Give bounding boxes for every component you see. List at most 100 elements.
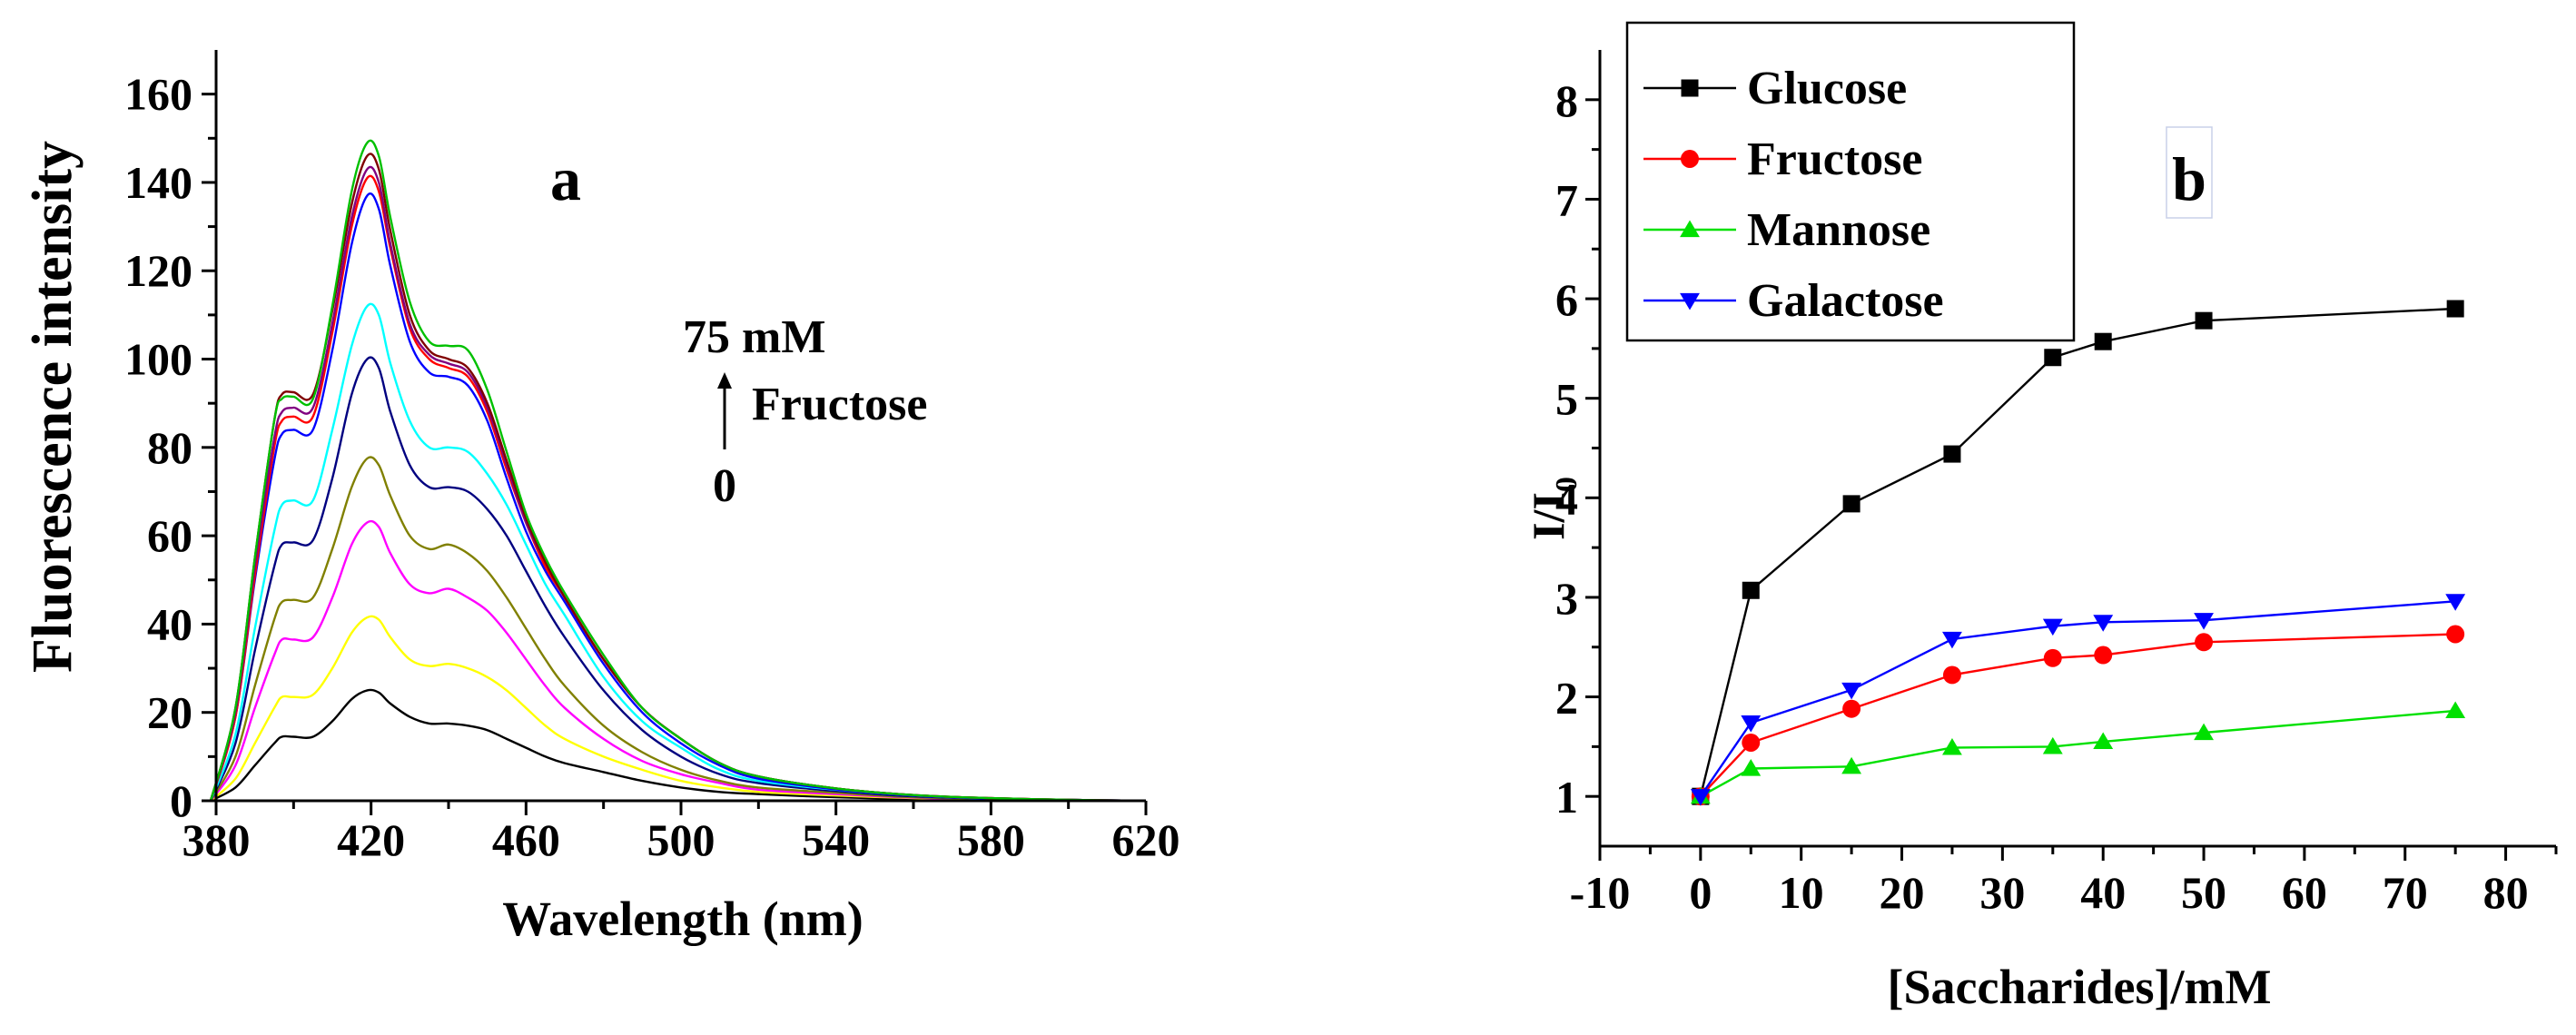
- increase-arrow-icon: [717, 372, 732, 449]
- point-glucose-40: [2094, 332, 2112, 350]
- panel-a-x-tick-label-580: 580: [957, 814, 1025, 865]
- panel-a-x-tick-label-420: 420: [337, 814, 405, 865]
- panel-b-x-tick-label-0: 0: [1689, 867, 1712, 918]
- panel-b-y-tick-label-4: 4: [1555, 473, 1578, 524]
- panel-b-x-tick-label-10: -10: [1570, 867, 1631, 918]
- panel-a-x-axis-label: Wavelength (nm): [502, 892, 864, 946]
- panel-b-x-tick-label-10: 10: [1779, 867, 1824, 918]
- panel-a-y-tick-label-140: 140: [124, 157, 192, 208]
- panel-b-y-tick-label-7: 7: [1555, 174, 1578, 225]
- spectrum-line-6: [209, 302, 1147, 803]
- point-glucose-25: [1943, 445, 1961, 463]
- spectrum-line-4: [209, 456, 1147, 803]
- point-fructose-50: [2195, 633, 2214, 652]
- point-mannose-40: [2093, 732, 2114, 749]
- point-mannose-15: [1841, 756, 1862, 774]
- panel-b-x-tick-label-60: 60: [2282, 867, 2327, 918]
- point-mannose-75: [2445, 701, 2466, 718]
- point-fructose-35: [2043, 648, 2062, 667]
- panel-a-y-tick-label-80: 80: [147, 422, 192, 473]
- legend-label-galactose: Galactose: [1747, 275, 1944, 327]
- point-galactose-25: [1942, 631, 1962, 649]
- series-line-glucose: [1699, 307, 2456, 797]
- point-galactose-15: [1841, 682, 1862, 700]
- panel-b-label: b: [2172, 144, 2206, 213]
- point-fructose-40: [2094, 646, 2113, 665]
- panel-a-x-tick-label-500: 500: [647, 814, 716, 865]
- panel-b-x-tick-label-20: 20: [1880, 867, 1925, 918]
- spectrum-line-7: [209, 192, 1147, 803]
- point-glucose-75: [2446, 300, 2464, 318]
- panel-a-axes: 380 420 460 500 540 580 620 0 20 40 60 80 100 120 140 1…: [124, 50, 1180, 865]
- point-galactose-50: [2194, 613, 2214, 630]
- panel-a-annotation-bottom: 0: [713, 460, 736, 512]
- point-fructose-75: [2446, 625, 2465, 644]
- panel-b-ratio: -10 0 10 20 30 40 50 60 70 80 1 2 3 4 5 6 7 8 b [Sacchari…: [1523, 21, 2558, 1014]
- panel-a-annotation-middle: Fructose: [752, 379, 927, 430]
- panel-a-x-tick-label-380: 380: [183, 814, 251, 865]
- point-fructose-15: [1842, 699, 1861, 718]
- panel-b-label-box: [2166, 126, 2213, 219]
- panel-b-y-tick-label-6: 6: [1555, 274, 1578, 325]
- legend-marker-galactose: [1680, 292, 1700, 310]
- point-galactose-0: [1690, 789, 1711, 806]
- panel-b-y-tick-label-3: 3: [1555, 573, 1578, 624]
- panel-a-y-tick-label-160: 160: [124, 69, 192, 120]
- panel-a-y-tick-label-40: 40: [147, 598, 192, 649]
- panel-a-spectra: 380 420 460 500 540 580 620 0 20 40 60 80 100 120 140 1…: [22, 50, 1180, 946]
- legend-entry-fructose: Fructose: [1643, 133, 1922, 185]
- panel-b-axes: -10 0 10 20 30 40 50 60 70 80 1 2 3 4 5 6 7 8: [1555, 50, 2558, 918]
- point-fructose-25: [1942, 665, 1961, 685]
- panel-b-y-tick-label-8: 8: [1555, 75, 1578, 126]
- panel-b-x-tick-label-30: 30: [1979, 867, 2025, 918]
- point-glucose-50: [2195, 311, 2213, 330]
- legend-box: [1625, 21, 2076, 342]
- point-galactose-35: [2042, 618, 2063, 636]
- panel-a-x-tick-label-460: 460: [492, 814, 560, 865]
- legend-entry-galactose: Galactose: [1643, 275, 1944, 327]
- panel-b-y-tick-label-5: 5: [1555, 374, 1578, 425]
- panel-b-x-tick-label-40: 40: [2080, 867, 2126, 918]
- spectrum-line-2: [210, 615, 1147, 803]
- panel-a-y-tick-label-0: 0: [170, 775, 192, 826]
- panel-b-x-tick-label-70: 70: [2383, 867, 2428, 918]
- panel-b-legend: Glucose Fructose Mannose Galactose: [1625, 21, 2076, 342]
- point-galactose-40: [2093, 615, 2114, 632]
- point-galactose-5: [1741, 715, 1762, 733]
- series-line-galactose: [1699, 600, 2456, 797]
- spectrum-line-11: [209, 139, 1147, 803]
- point-fructose-5: [1742, 734, 1761, 752]
- point-mannose-35: [2042, 736, 2063, 754]
- y-label-subscript: 0: [1550, 477, 1584, 492]
- legend-entry-glucose: Glucose: [1643, 63, 1907, 114]
- point-glucose-35: [2044, 349, 2062, 367]
- panel-b-x-tick-label-80: 80: [2483, 867, 2529, 918]
- panel-a-x-tick-label-620: 620: [1112, 814, 1180, 865]
- series-line-fructose: [1699, 633, 2456, 798]
- panel-b-series-group: [1690, 300, 2466, 806]
- spectrum-line-9: [209, 165, 1147, 803]
- legend-marker-glucose: [1681, 79, 1699, 97]
- spectrum-line-1: [210, 688, 1147, 803]
- panel-b-x-tick-label-50: 50: [2181, 867, 2226, 918]
- legend-marker-fructose: [1681, 150, 1699, 168]
- point-mannose-5: [1741, 759, 1762, 776]
- panel-a-annotation-top: 75 mM: [683, 311, 825, 363]
- panel-a-y-tick-label-120: 120: [124, 245, 192, 296]
- panel-a-series-group: [209, 139, 1147, 803]
- panel-a-y-tick-label-100: 100: [124, 334, 192, 385]
- point-galactose-75: [2445, 594, 2466, 611]
- panel-a-x-tick-label-540: 540: [802, 814, 870, 865]
- spectrum-line-3: [210, 519, 1147, 803]
- panel-a-label: a: [550, 144, 581, 213]
- legend-label-glucose: Glucose: [1747, 63, 1907, 114]
- panel-b-y-axis-label: I/I0: [1523, 477, 1584, 540]
- point-glucose-5: [1742, 581, 1760, 599]
- panel-a-y-axis-label: Fluorescence intensity: [22, 141, 84, 673]
- series-line-mannose: [1700, 709, 2456, 798]
- legend-entry-mannose: Mannose: [1643, 204, 1930, 256]
- panel-b-x-axis-label: [Saccharides]/mM: [1888, 960, 2272, 1014]
- panel-a-y-tick-label-60: 60: [147, 510, 192, 561]
- panel-b-y-tick-label-2: 2: [1555, 673, 1578, 724]
